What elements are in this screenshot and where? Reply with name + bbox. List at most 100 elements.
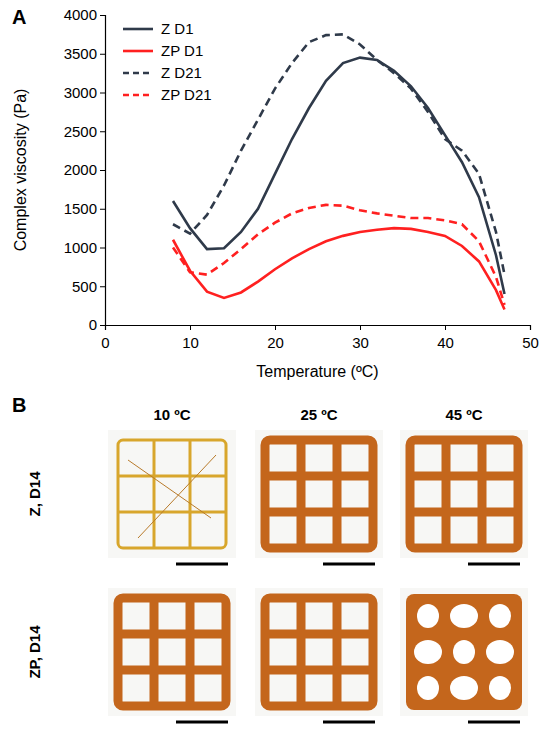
scale-bar — [468, 563, 520, 566]
photo-background — [108, 430, 236, 558]
print-strand — [333, 598, 342, 706]
print-strand — [410, 508, 518, 517]
series-line — [173, 58, 505, 294]
column-header: 45 ºC — [445, 406, 482, 423]
photo-background — [400, 588, 528, 716]
legend-label: ZP D1 — [161, 42, 203, 59]
photo — [255, 588, 383, 722]
print-strand — [150, 598, 159, 706]
print-strand — [265, 508, 373, 517]
tick-mark — [190, 325, 191, 330]
print-strand — [118, 475, 226, 478]
figure: A010203040500500100015002000250030003500… — [0, 0, 548, 751]
print-thread — [138, 455, 216, 538]
print-hole — [450, 676, 478, 700]
tick: 2500 — [64, 123, 105, 140]
tick: 50 — [522, 325, 539, 351]
tick-label: 50 — [522, 334, 539, 351]
print-hole — [486, 640, 514, 664]
scale-bar — [323, 563, 375, 566]
tick-mark — [100, 248, 105, 249]
print-strand — [118, 630, 226, 639]
print-hole — [414, 640, 442, 664]
tick-label: 1000 — [64, 239, 97, 256]
print-strand — [118, 511, 226, 514]
scale-bar — [176, 721, 228, 724]
legend-label: Z D1 — [161, 20, 194, 37]
series-line — [173, 228, 505, 309]
tick-label: 3500 — [64, 45, 97, 62]
print-hole — [417, 604, 439, 628]
print-strand — [265, 630, 373, 639]
tick: 0 — [101, 325, 109, 351]
tick-mark — [100, 170, 105, 171]
print-thread — [128, 460, 211, 518]
tick: 2000 — [64, 161, 105, 178]
tick: 1500 — [64, 200, 105, 217]
scale-bar — [176, 563, 228, 566]
tick-mark — [100, 93, 105, 94]
tick-mark — [100, 54, 105, 55]
photo — [400, 588, 528, 722]
tick: 3500 — [64, 45, 105, 62]
y-axis: 05001000150020002500300035004000 — [64, 6, 106, 333]
tick-label: 40 — [437, 334, 454, 351]
tick: 40 — [437, 325, 454, 351]
print-strand — [442, 440, 451, 548]
tick-mark — [275, 325, 276, 330]
print-strand — [153, 440, 156, 548]
print-strand — [333, 440, 342, 548]
photo — [255, 430, 383, 564]
axis-line — [100, 16, 106, 326]
panel-label: A — [12, 6, 26, 28]
photo-background — [255, 430, 383, 558]
photo — [108, 588, 236, 722]
tick-label: 0 — [101, 334, 109, 351]
tick: 0 — [89, 316, 105, 333]
print-strand — [118, 666, 226, 675]
print-hole — [450, 604, 478, 628]
tick-label: 500 — [72, 278, 97, 295]
print-frame — [118, 440, 226, 548]
print-frame — [118, 598, 226, 706]
tick: 30 — [352, 325, 369, 351]
tick-mark — [100, 325, 105, 326]
tick-label: 0 — [89, 316, 97, 333]
print-body — [406, 594, 522, 710]
panel-label: B — [12, 394, 26, 416]
print-frame — [265, 440, 373, 548]
photo-background — [108, 588, 236, 716]
tick-label: 2500 — [64, 123, 97, 140]
tick: 20 — [267, 325, 284, 351]
print-strand — [478, 440, 487, 548]
print-strand — [265, 666, 373, 675]
photo-background — [255, 588, 383, 716]
column-header: 10 ºC — [153, 406, 190, 423]
scale-bar — [468, 721, 520, 724]
lines — [173, 34, 505, 309]
row-label: Z, D14 — [26, 471, 43, 517]
tick: 10 — [182, 325, 199, 351]
tick-mark — [100, 209, 105, 210]
y-axis-title: Complex viscosity (Pa) — [12, 89, 29, 252]
tick-label: 30 — [352, 334, 369, 351]
tick-mark — [360, 325, 361, 330]
print-strand — [265, 472, 373, 481]
print-strand — [297, 598, 306, 706]
print-frame — [265, 598, 373, 706]
tick-label: 2000 — [64, 161, 97, 178]
axis-line — [106, 326, 531, 331]
legend: Z D1ZP D1Z D21ZP D21 — [123, 20, 212, 103]
legend-swatch — [123, 28, 153, 31]
print-hole — [417, 676, 439, 700]
tick: 500 — [72, 278, 105, 295]
print-hole — [489, 676, 511, 700]
tick: 3000 — [64, 84, 105, 101]
print-strand — [410, 472, 518, 481]
legend-swatch — [123, 94, 153, 97]
legend-label: Z D21 — [161, 64, 202, 81]
print-hole — [453, 640, 475, 664]
photo — [108, 430, 236, 564]
x-axis: 0 10 20 30 40 50 — [101, 325, 539, 351]
tick-mark — [100, 131, 105, 132]
